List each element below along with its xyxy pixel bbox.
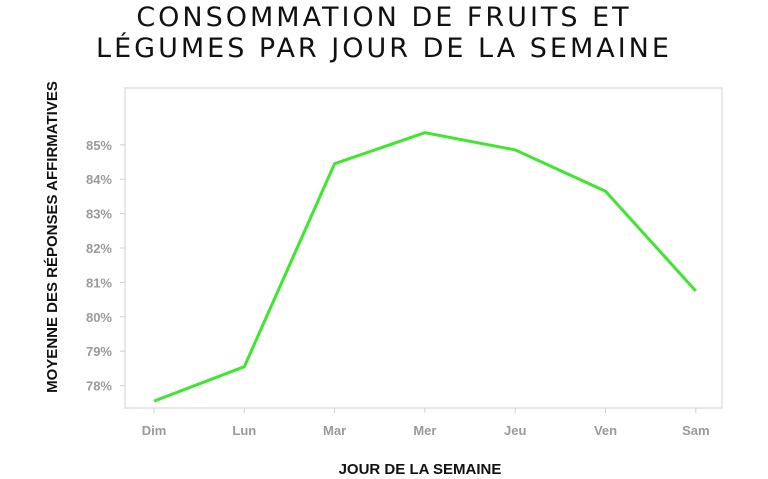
chart-title: CONSOMMATION DE FRUITS ET LÉGUMES PAR JO… [0,2,768,64]
y-tick-label: 78% [86,379,112,394]
chart-title-line-1: CONSOMMATION DE FRUITS ET [136,2,632,33]
y-tick-label: 82% [86,241,112,256]
y-tick-label: 83% [86,207,112,222]
y-axis-ticks: 78% 79% 80% 81% 82% 83% 84% 85% [86,138,125,394]
y-tick-label: 80% [86,310,112,325]
y-tick-label: 81% [86,275,112,290]
y-axis-label: MOYENNE DES RÉPONSES AFFIRMATIVES [44,81,61,393]
x-axis-label: JOUR DE LA SEMAINE [339,461,502,478]
x-tick-label: Mar [323,423,346,438]
y-tick-label: 79% [86,344,112,359]
y-tick-label: 84% [86,172,112,187]
x-tick-label: Mer [413,423,436,438]
x-tick-label: Dim [142,423,167,438]
series-line [153,131,697,403]
x-tick-label: Ven [594,423,617,438]
x-axis-ticks: Dim Lun Mar Mer Jeu Ven Sam [142,408,710,438]
plot-area-frame [124,87,723,409]
x-tick-label: Jeu [504,423,526,438]
x-tick-label: Sam [682,423,709,438]
x-tick-label: Lun [232,423,256,438]
y-tick-label: 85% [86,138,112,153]
chart-title-line-2: LÉGUMES PAR JOUR DE LA SEMAINE [96,33,672,64]
